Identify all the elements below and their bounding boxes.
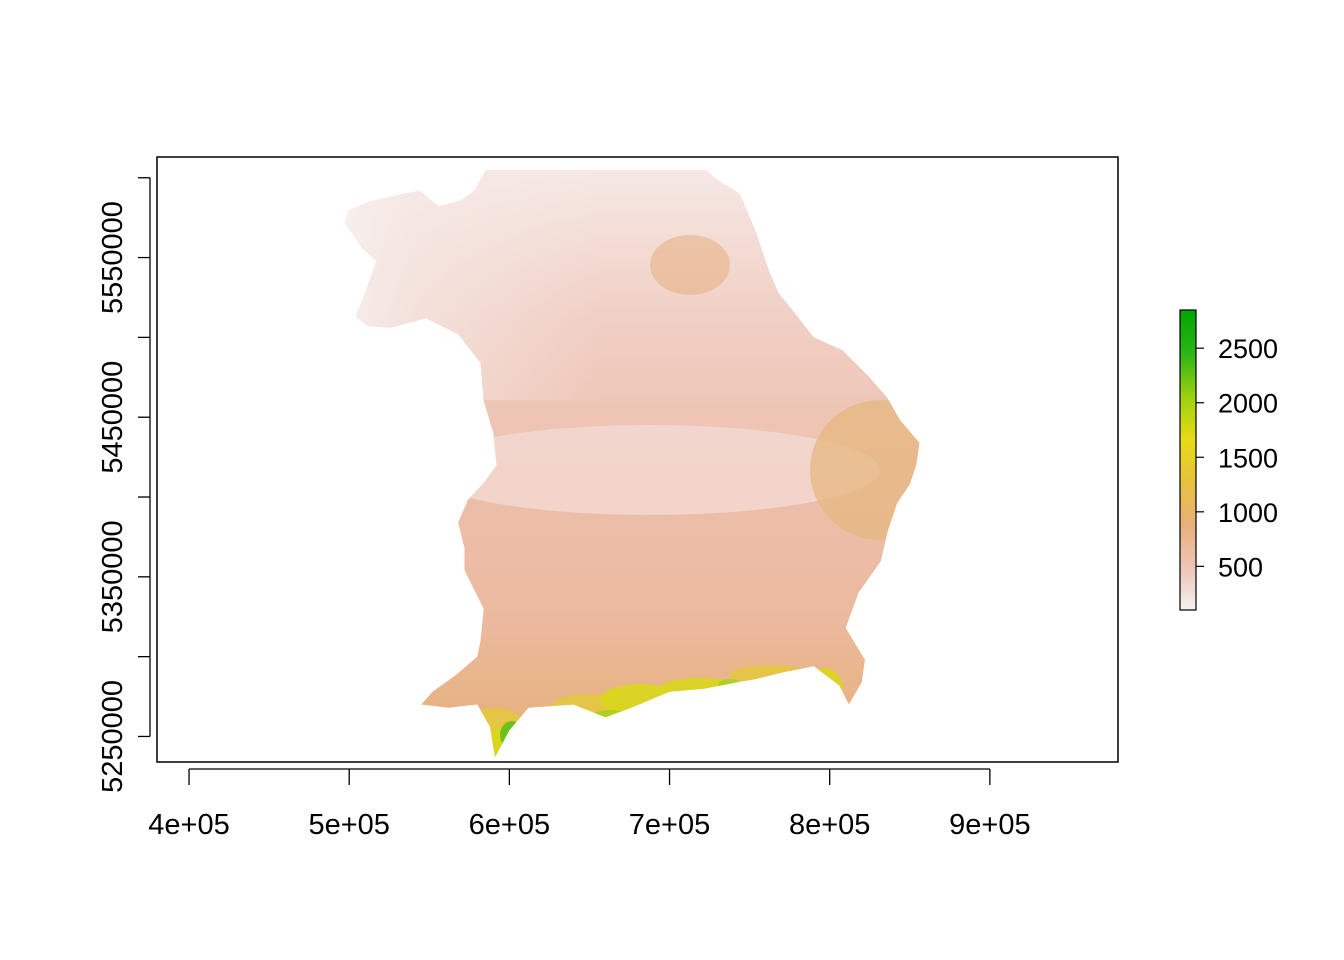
raster-alpine-patch: [718, 679, 742, 691]
y-tick-label: 5550000: [97, 201, 129, 314]
raster-alpine-patch: [590, 710, 630, 726]
y-tick-label: 5250000: [97, 680, 129, 793]
legend-ticks: 500 1000 1500 2000 2500: [1196, 334, 1278, 582]
raster-clip-group: [344, 170, 920, 758]
raster-alpine-patch: [730, 665, 810, 685]
plot-area: 4e+05 5e+05 6e+05 7e+05 8e+05 9e+05 5250000 53…: [97, 156, 1119, 841]
x-tick-label: 9e+05: [949, 809, 1030, 841]
legend-tick-label: 2000: [1218, 389, 1278, 419]
legend-tick-label: 1000: [1218, 498, 1278, 528]
x-axis: 4e+05 5e+05 6e+05 7e+05 8e+05 9e+05: [148, 768, 1031, 841]
raster-valley: [420, 425, 880, 515]
x-tick-label: 5e+05: [308, 809, 389, 841]
y-tick-label: 5350000: [97, 520, 129, 633]
raster-lowland: [344, 170, 600, 400]
raster-alpine-patch: [807, 668, 843, 712]
legend-tick-label: 500: [1218, 552, 1263, 582]
raster-alpine-patch: [464, 710, 496, 734]
y-axis: 5250000 5350000 5450000 5550000: [97, 177, 151, 793]
x-tick-label: 6e+05: [469, 809, 550, 841]
raster-alpine-patch: [500, 721, 524, 749]
legend-tick-label: 1500: [1218, 443, 1278, 473]
plot-frame: [156, 156, 1119, 763]
raster-alpine-patch: [577, 721, 613, 739]
raster-alpine-patch: [646, 705, 674, 725]
x-tick-label: 8e+05: [789, 809, 870, 841]
x-tick-label: 4e+05: [148, 809, 229, 841]
x-tick-label: 7e+05: [629, 809, 710, 841]
elevation-raster: [344, 170, 920, 758]
legend-tick-label: 2500: [1218, 334, 1278, 364]
raster-east-highland: [810, 400, 920, 540]
raster-alpine-patch: [822, 695, 842, 715]
elevation-legend: 500 1000 1500 2000 2500: [1179, 309, 1278, 611]
legend-color-bar: [1179, 309, 1197, 611]
raster-north-highland: [650, 235, 730, 295]
y-tick-label: 5450000: [97, 361, 129, 474]
